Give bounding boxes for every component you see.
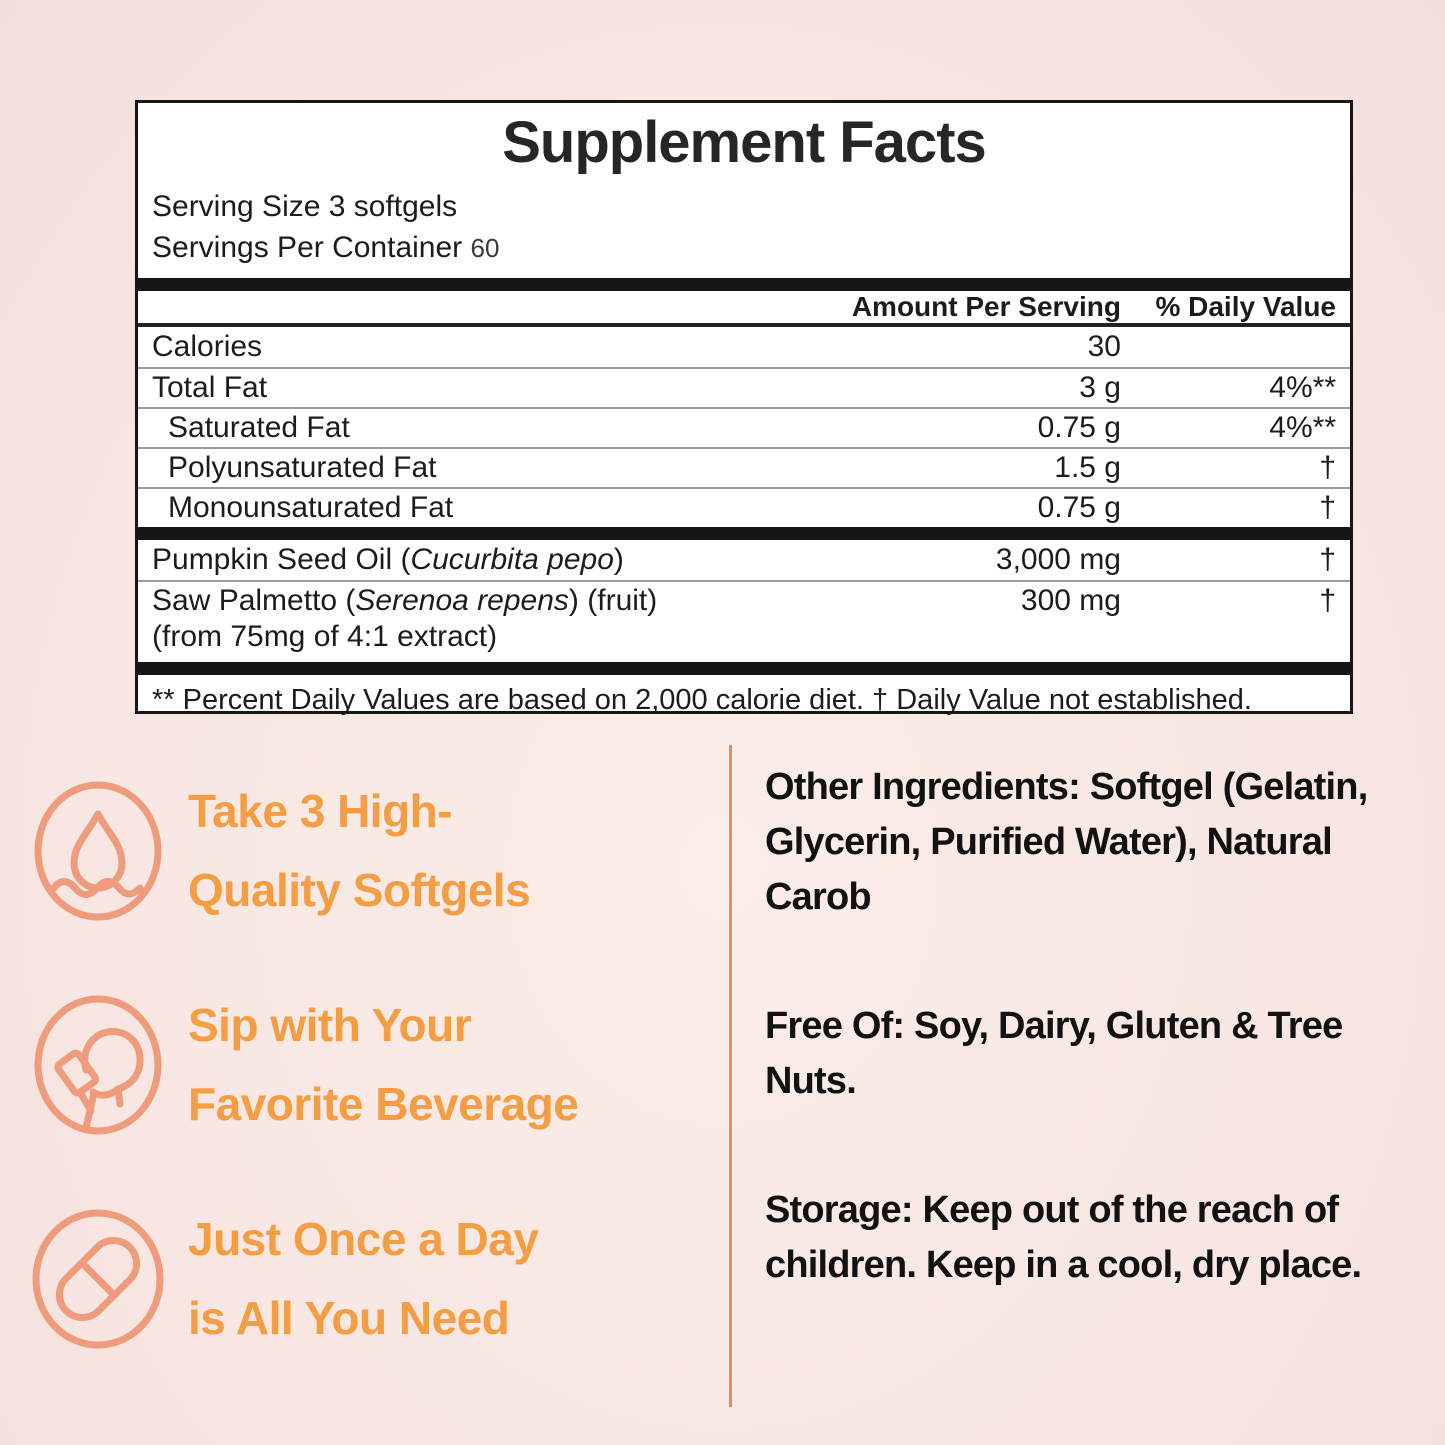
instruction-item: Take 3 High- Quality Softgels xyxy=(28,776,730,926)
ingredient-note-row: (from 75mg of 4:1 extract) xyxy=(152,620,498,653)
servings-per-container-label: Servings Per Container xyxy=(152,231,463,264)
table-row: Monounsaturated Fat 0.75 g † xyxy=(138,487,1350,527)
panel-title: Supplement Facts xyxy=(502,110,987,175)
instruction-item: Just Once a Day is All You Need xyxy=(28,1204,730,1354)
instruction-line: Favorite Beverage xyxy=(188,1078,579,1130)
supplement-facts-panel: Supplement Facts Serving Size 3 softgels… xyxy=(135,100,1353,716)
droplet-wave-icon xyxy=(34,781,162,921)
column-header-amount: Amount Per Serving xyxy=(851,291,1121,322)
storage-text: Storage: Keep out of the reach of childr… xyxy=(765,1189,1362,1286)
table-row: Polyunsaturated Fat 1.5 g † xyxy=(138,447,1350,487)
daily-value-footnote: ** Percent Daily Values are based on 2,0… xyxy=(152,684,1252,716)
instruction-line: Just Once a Day xyxy=(188,1213,539,1265)
instruction-line: Sip with Your xyxy=(188,999,472,1051)
thick-separator xyxy=(138,278,1350,291)
vertical-divider xyxy=(729,745,732,1407)
instruction-line: is All You Need xyxy=(188,1292,510,1344)
column-header-daily-value: % Daily Value xyxy=(1155,291,1336,322)
ingredient-row: Saw Palmetto (Serenoa repens) (fruit) 30… xyxy=(138,580,1350,620)
serving-size: Serving Size 3 softgels xyxy=(152,190,458,223)
instruction-line: Take 3 High- xyxy=(188,785,453,837)
thick-separator xyxy=(138,527,1350,540)
servings-per-container-value: 60 xyxy=(470,233,500,263)
table-row: Calories 30 xyxy=(152,330,1121,363)
botanical-name: Cucurbita pepo xyxy=(410,543,614,576)
table-row: Total Fat 3 g 4%** xyxy=(138,367,1350,407)
table-row: Saturated Fat 0.75 g 4%** xyxy=(138,407,1350,447)
instruction-item: Sip with Your Favorite Beverage xyxy=(28,990,730,1140)
botanical-name: Serenoa repens xyxy=(355,584,569,617)
details-column: Other Ingredients: Softgel (Gelatin, Gly… xyxy=(765,760,1413,1367)
thick-separator xyxy=(138,662,1350,675)
servings-per-container: Servings Per Container 60 xyxy=(138,227,1350,269)
person-sipping-icon xyxy=(34,995,162,1135)
ingredient-row: Pumpkin Seed Oil (Cucurbita pepo) 3,000 … xyxy=(152,543,1336,576)
capsule-icon xyxy=(32,1209,164,1349)
free-of-text: Free Of: Soy, Dairy, Gluten & Tree Nuts. xyxy=(765,1005,1343,1102)
instructions-column: Take 3 High- Quality Softgels Sip with Y… xyxy=(28,776,730,1418)
other-ingredients-text: Other Ingredients: Softgel (Gelatin, Gly… xyxy=(765,766,1368,918)
table-header-row: Amount Per Serving % Daily Value xyxy=(138,291,1350,327)
instruction-line: Quality Softgels xyxy=(188,864,531,916)
